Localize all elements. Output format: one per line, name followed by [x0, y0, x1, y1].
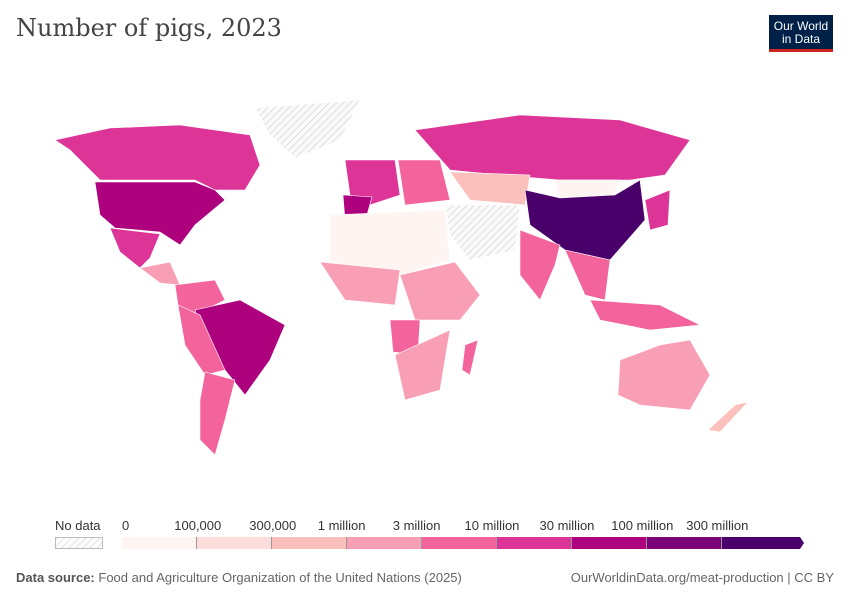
country-argentina-chile[interactable] — [199, 371, 236, 456]
world-map[interactable] — [0, 90, 850, 470]
country-indonesia-philippines[interactable] — [589, 299, 702, 331]
owid-logo[interactable]: Our World in Data — [769, 15, 833, 52]
country-mexico[interactable] — [109, 227, 161, 269]
country-middle-east[interactable] — [444, 204, 521, 261]
country-new-zealand[interactable] — [707, 401, 749, 433]
legend-tick-label: 10 million — [464, 518, 520, 533]
legend-tick-label: 300 million — [686, 518, 749, 533]
legend-no-data-swatch — [55, 537, 103, 549]
legend-swatch[interactable] — [122, 537, 197, 549]
country-china[interactable] — [524, 179, 646, 261]
country-india[interactable] — [519, 229, 561, 301]
country-southeast-asia[interactable] — [564, 249, 611, 301]
legend-tick-label: 3 million — [392, 518, 441, 533]
country-russia[interactable] — [414, 114, 691, 181]
legend-tick-label: 30 million — [539, 518, 595, 533]
country-kazakhstan[interactable] — [449, 171, 531, 206]
country-west-africa[interactable] — [319, 261, 401, 306]
country-north-africa[interactable] — [329, 209, 451, 276]
legend-tick-label: 100,000 — [174, 518, 222, 533]
country-peru-bolivia[interactable] — [177, 304, 226, 376]
source-text: Food and Agriculture Organization of the… — [98, 570, 462, 585]
legend-tick-label: 1 million — [317, 518, 366, 533]
legend-swatch[interactable] — [722, 537, 797, 549]
legend-swatch[interactable] — [347, 537, 422, 549]
country-canada[interactable] — [54, 124, 261, 191]
country-eastern-europe[interactable] — [397, 159, 451, 206]
country-united-states[interactable] — [94, 181, 226, 246]
country-central-east-africa[interactable] — [399, 261, 481, 321]
legend-swatch[interactable] — [647, 537, 722, 549]
legend-tick-label: 0 — [122, 518, 130, 533]
legend-arrow-icon — [796, 537, 804, 549]
data-source: Data source: Food and Agriculture Organi… — [16, 570, 462, 585]
legend-swatch[interactable] — [197, 537, 272, 549]
source-url[interactable]: OurWorldinData.org/meat-production | CC … — [570, 570, 834, 585]
country-japan-korea[interactable] — [644, 189, 671, 231]
country-madagascar[interactable] — [461, 339, 479, 376]
country-greenland[interactable] — [254, 99, 361, 159]
chart-title: Number of pigs, 2023 — [16, 14, 282, 42]
legend-swatch[interactable] — [572, 537, 647, 549]
legend-swatch[interactable] — [272, 537, 347, 549]
legend-no-data-label: No data — [55, 518, 101, 533]
country-southern-africa[interactable] — [394, 329, 451, 401]
source-label: Data source: — [16, 570, 95, 585]
legend-color-bar — [122, 537, 797, 549]
country-central-america[interactable] — [139, 261, 181, 286]
legend-swatch[interactable] — [497, 537, 572, 549]
country-western-europe[interactable] — [344, 159, 401, 206]
legend-swatch[interactable] — [422, 537, 497, 549]
legend-tick-label: 300,000 — [249, 518, 297, 533]
legend-tick-label: 100 million — [611, 518, 674, 533]
country-australia[interactable] — [617, 339, 711, 411]
